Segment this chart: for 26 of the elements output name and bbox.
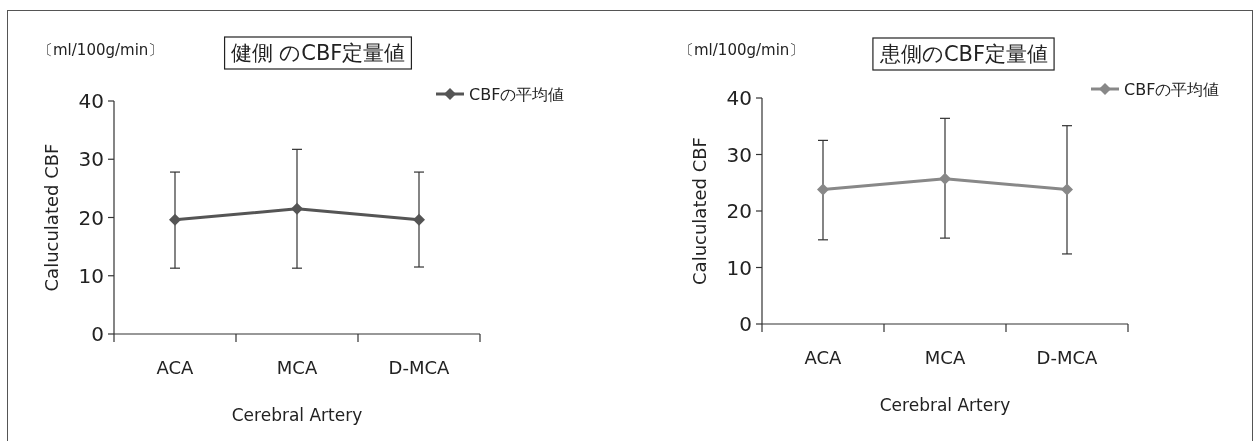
text: 〔ml/100g/min〕 <box>679 41 805 59</box>
chart-title: 健側 のCBF定量値 <box>230 41 406 65</box>
legend-label: CBFの平均値 <box>469 85 565 104</box>
y-tick-label: 40 <box>726 86 752 110</box>
x-axis-title: Cerebral Artery <box>231 405 363 425</box>
y-tick-label: 30 <box>78 147 104 172</box>
y-tick-label: 10 <box>726 255 752 280</box>
x-tick-label: MCA <box>924 347 966 368</box>
y-tick-label: 20 <box>78 205 104 230</box>
y-tick-label: 0 <box>739 312 752 336</box>
y-axis-title: Caluculated CBF <box>41 143 62 292</box>
y-tick-label: 40 <box>78 89 104 113</box>
x-tick-label: D-MCA <box>388 357 451 378</box>
x-tick-label: ACA <box>804 347 843 368</box>
y-tick-label: 30 <box>726 142 752 167</box>
x-tick-label: D-MCA <box>1036 347 1099 368</box>
x-axis-title: Cerebral Artery <box>879 395 1011 415</box>
y-axis-title: Caluculated CBF <box>689 137 710 285</box>
x-tick-label: ACA <box>156 357 195 378</box>
x-tick-label: MCA <box>276 357 318 378</box>
legend-label: CBFの平均値 <box>1124 80 1220 99</box>
y-tick-label: 10 <box>78 263 104 288</box>
chart-title: 患側のCBF定量値 <box>878 42 1049 66</box>
y-tick-label: 0 <box>91 322 104 346</box>
text: 〔ml/100g/min〕 <box>38 41 164 59</box>
y-tick-label: 20 <box>726 199 752 223</box>
